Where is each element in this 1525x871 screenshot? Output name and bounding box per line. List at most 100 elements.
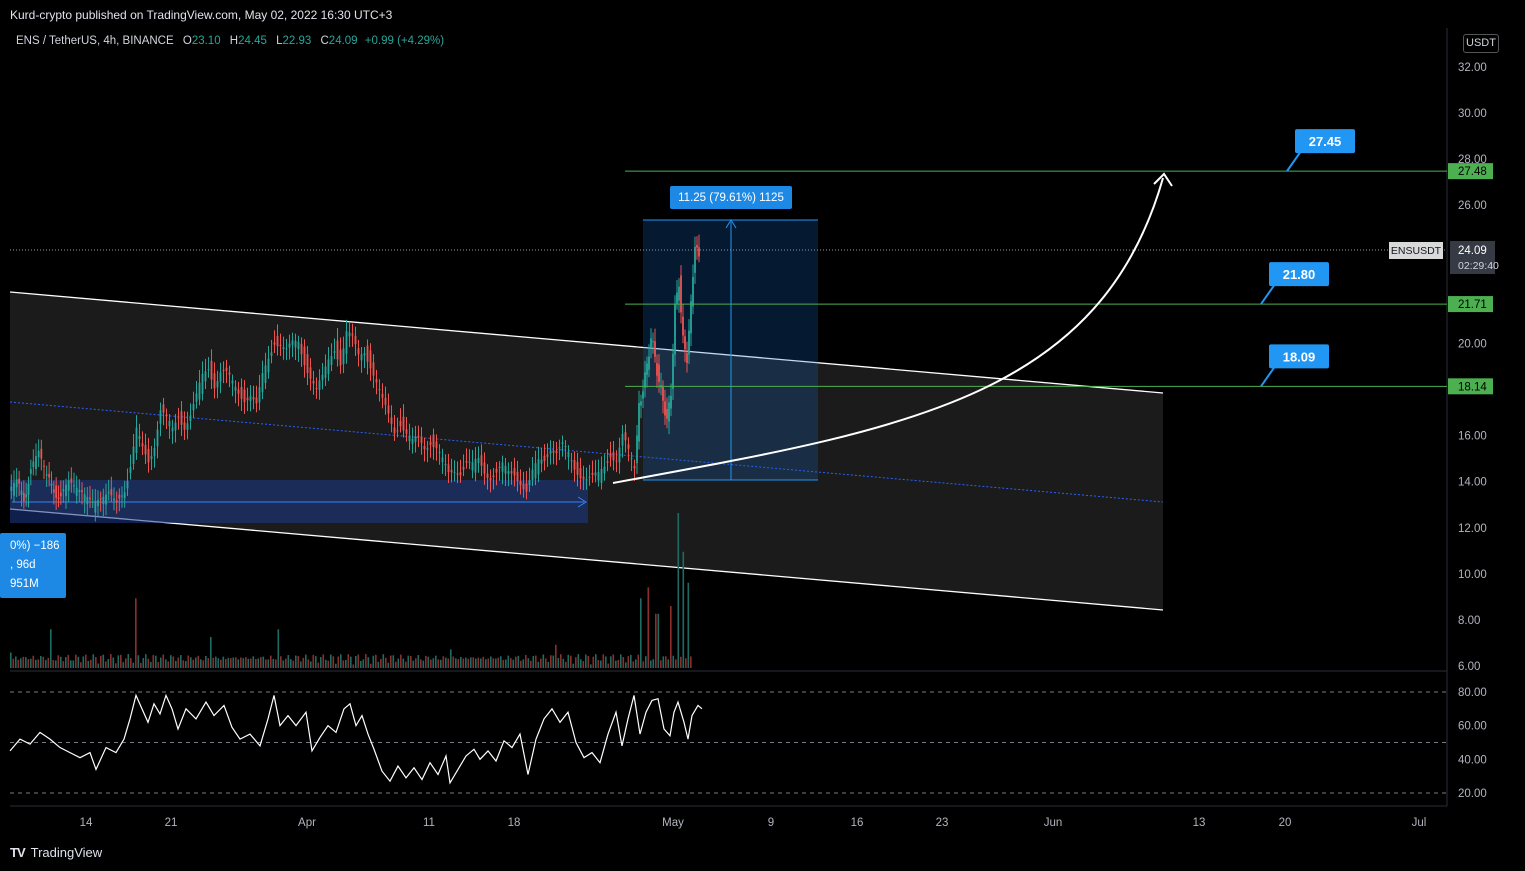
candle-body (237, 389, 240, 394)
volume-bar (252, 656, 255, 668)
time-axis: 14 21 Apr 11 18 May 9 16 23 Jun 13 20 Jul (80, 817, 1427, 829)
candle-body (29, 469, 32, 474)
volume-bar (187, 655, 190, 668)
volume-bar (630, 654, 632, 668)
time-tick-8: 23 (936, 817, 949, 829)
candle-body (138, 436, 141, 440)
tradingview-brand[interactable]: TV TradingView (10, 845, 102, 860)
volume-bar (457, 659, 460, 668)
volume-bar (205, 655, 207, 668)
candle-body (444, 463, 447, 465)
volume-bar (612, 654, 615, 668)
volume-bar (392, 655, 395, 668)
symbol-title[interactable]: ENS / TetherUS, 4h, BINANCE (16, 35, 174, 47)
candle-body (606, 461, 609, 463)
volume-bar (592, 656, 595, 668)
volume-bar (420, 659, 422, 668)
candle-body (627, 444, 630, 449)
callout-pointer-2 (1260, 365, 1276, 387)
volume-bar (665, 656, 667, 668)
volume-bar (107, 659, 110, 668)
volume-bar (182, 660, 185, 668)
volume-bar (675, 659, 677, 668)
low-value: 22.93 (282, 35, 312, 47)
level-badge-2 (1448, 378, 1493, 395)
volume-bar (67, 654, 70, 668)
candle-body (312, 380, 315, 384)
candle-body (228, 372, 231, 375)
candle-body (504, 465, 507, 474)
volume-bar (640, 598, 642, 668)
volume-bar (557, 657, 560, 668)
volume-bar (500, 656, 502, 668)
measure-label: 11.25 (79.61%) 1125 (678, 192, 784, 204)
candle-body (285, 348, 288, 350)
candle-body (121, 495, 123, 497)
volume-bar (527, 658, 530, 668)
volume-bar (295, 655, 297, 668)
candle-body (351, 333, 354, 336)
volume-bar (272, 658, 275, 668)
candle-body (666, 409, 668, 419)
volume-bar (545, 658, 547, 668)
volume-bar (590, 664, 592, 668)
volume-bar (365, 654, 367, 668)
candle-body (615, 460, 618, 462)
candle-body (219, 372, 222, 382)
volume-bar (102, 654, 105, 668)
candle-body (107, 492, 110, 494)
candle-body (333, 351, 336, 353)
volume-bar (515, 656, 517, 668)
candle-body (662, 386, 664, 401)
volume-bar (355, 656, 357, 668)
rsi-tick-0: 80.00 (1458, 687, 1487, 699)
current-price-badge (1450, 241, 1495, 274)
candle-body (207, 369, 210, 371)
candle-body (300, 343, 303, 355)
volume-bar (105, 661, 107, 668)
volume-bar (470, 657, 472, 668)
candle-body (378, 389, 381, 391)
candle-body (450, 469, 453, 473)
rsi-tick-1: 60.00 (1458, 721, 1487, 733)
price-tick-0: 32.00 (1458, 62, 1487, 74)
volume-bar (642, 661, 645, 668)
volume-bar (217, 658, 220, 668)
candles (10, 234, 700, 522)
candle-body (288, 343, 291, 348)
candle-body (234, 386, 237, 391)
candle-body (393, 427, 396, 434)
candle-body (303, 346, 306, 366)
volume-bar (37, 659, 40, 668)
volume-bar (370, 663, 372, 668)
volume-bar (650, 660, 652, 668)
volume-bar (220, 659, 222, 668)
volume-bar (407, 655, 410, 668)
candle-body (43, 465, 45, 467)
volume-bar (360, 661, 362, 668)
volume-bar (200, 659, 202, 668)
volume-bar (25, 657, 27, 668)
volume-bar (22, 656, 25, 668)
volume-bar (437, 659, 440, 668)
volume-bar (582, 661, 585, 668)
candle-body (513, 468, 516, 476)
volume-bar (597, 659, 600, 668)
volume-bar (145, 654, 147, 668)
volume-bar (422, 660, 425, 668)
volume-bar (495, 658, 497, 668)
prior-measure-label-bg (0, 533, 66, 598)
volume-bar (137, 655, 140, 668)
candle-body (567, 451, 570, 458)
candle-body (621, 433, 624, 446)
channel-upper-line (9, 291, 1164, 394)
volume-bar (342, 660, 345, 668)
candle-body (453, 471, 456, 473)
volume-bar (85, 654, 87, 668)
volume-bar (117, 655, 120, 668)
candle-body (94, 500, 97, 513)
candle-body (644, 372, 646, 388)
candle-body (609, 453, 612, 458)
currency-button[interactable]: USDT (1463, 34, 1499, 53)
